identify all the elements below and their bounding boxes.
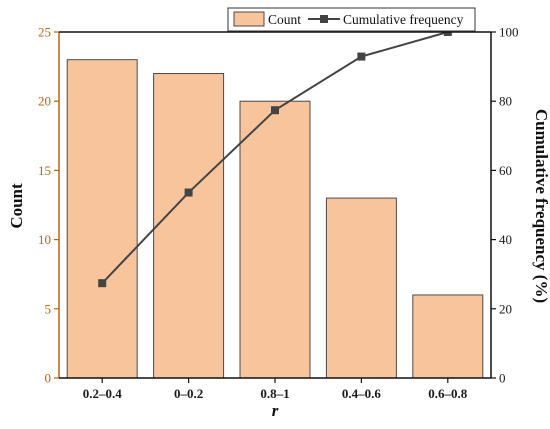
y2-tick-label-4: 80 (499, 94, 512, 109)
ticks-layer: 0 5 10 15 20 25 0 20 40 60 80 100 0.2–0.4 0–0.2 0.8–1 0… (38, 25, 519, 402)
y2-axis-title: Cumulative frequency (%) (532, 109, 550, 303)
x-tick-label-1: 0–0.2 (174, 386, 203, 401)
y2-tick-label-2: 40 (499, 232, 512, 247)
x-axis-title: r (272, 401, 279, 420)
cumulative-point-0 (98, 279, 107, 288)
bars-layer (66, 59, 484, 379)
cumulative-point-2 (271, 106, 279, 115)
bar-4 (412, 294, 484, 379)
legend-swatch-count (233, 11, 265, 27)
cumulative-point-1 (184, 188, 193, 197)
cumulative-point-3 (357, 52, 366, 61)
legend-box (227, 7, 476, 32)
y2-tick-label-5: 100 (499, 25, 519, 40)
y-axis-title: Count (7, 183, 26, 229)
x-tick-label-3: 0.4–0.6 (342, 386, 382, 401)
bar-0 (66, 59, 138, 379)
y-tick-label-5: 25 (38, 25, 51, 40)
bar-2 (239, 100, 311, 379)
y-tick-label-0: 0 (45, 371, 52, 386)
x-tick-label-2: 0.8–1 (260, 386, 289, 401)
y-tick-label-2: 10 (38, 232, 51, 247)
legend: Count Cumulative frequency (227, 7, 476, 32)
y-tick-label-4: 20 (38, 94, 51, 109)
legend-marker-cumulative (320, 15, 328, 23)
x-tick-label-0: 0.2–0.4 (83, 386, 123, 401)
legend-label-cumulative: Cumulative frequency (343, 12, 464, 27)
y-tick-label-1: 5 (45, 301, 52, 316)
y2-tick-label-3: 60 (499, 163, 512, 178)
y2-tick-label-1: 20 (499, 301, 512, 316)
x-tick-label-4: 0.6–0.8 (428, 386, 468, 401)
y-tick-label-3: 15 (38, 163, 51, 178)
y2-tick-label-0: 0 (499, 371, 506, 386)
legend-label-count: Count (268, 12, 301, 27)
bar-3 (325, 197, 397, 379)
bar-1 (153, 73, 225, 379)
